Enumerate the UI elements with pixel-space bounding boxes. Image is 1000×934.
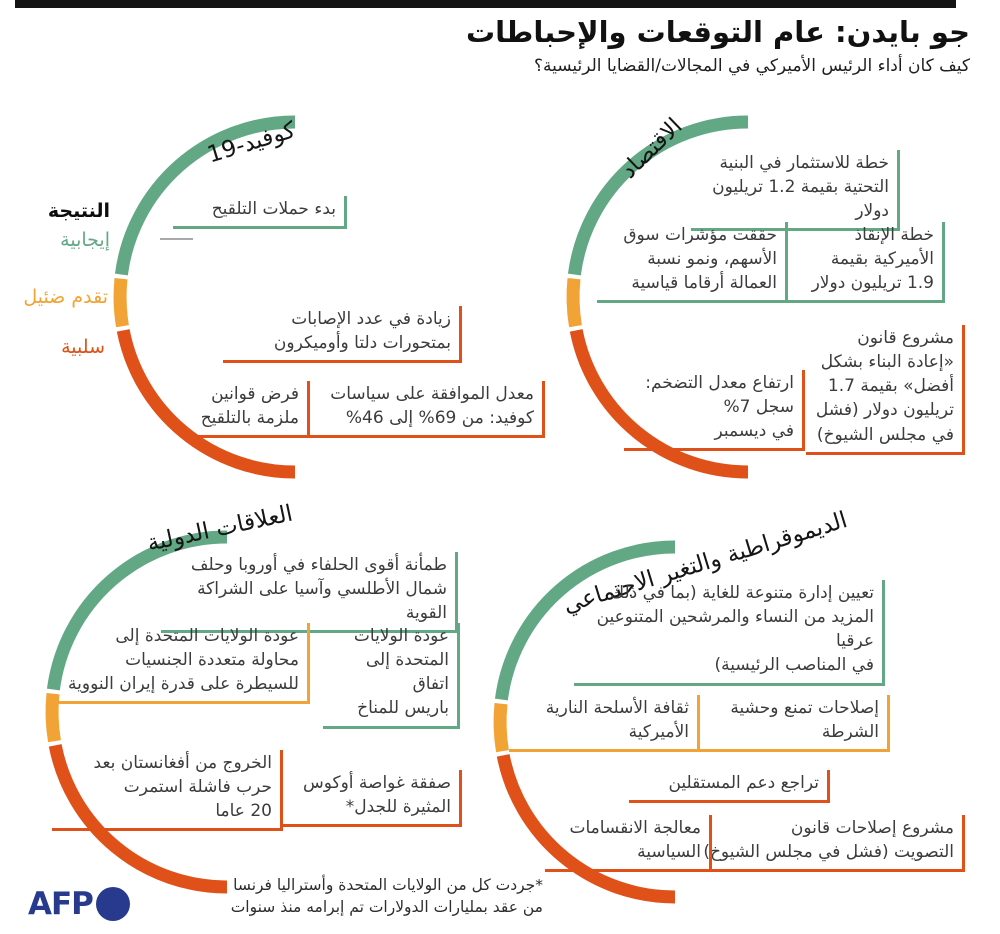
international-iran-box: عودة الولايات المتحدة إلى محاولة متعددة …	[49, 623, 310, 705]
legend-result-label: النتيجة	[47, 200, 110, 222]
democracy-police-box: إصلاحات تمنع وحشية الشرطة	[691, 695, 890, 753]
democracy-independents-box: تراجع دعم المستقلين	[629, 770, 830, 804]
covid-vaccination-box: بدء حملات التلقيح	[173, 196, 347, 230]
afp-logo-text: AFP	[28, 886, 94, 922]
covid-arc	[113, 115, 296, 479]
international-arc-negative-segment	[48, 744, 228, 894]
legend-positive-label: إيجابية	[60, 229, 110, 251]
international-allies-box: طمأنة أقوى الحلفاء في أوروبا وحلف شمال ا…	[161, 552, 458, 634]
legend-pointer-line	[160, 238, 193, 240]
footnote: *جردت كل من الولايات المتحدة وأستراليا ف…	[230, 876, 543, 917]
covid-approval-box: معدل الموافقة على سياسات كوفيد: من 69% إ…	[304, 381, 545, 439]
international-arc-slight-segment	[45, 693, 61, 743]
democracy-arc-slight-segment	[493, 703, 509, 753]
afp-logo-dot-icon	[95, 887, 130, 921]
covid-variants-box: زيادة في عدد الإصابات بمتحورات دلتا وأوم…	[223, 306, 462, 364]
democracy-voting-rights-box: مشروع إصلاحات قانون التصويت (فشل في مجلس…	[694, 815, 965, 873]
democracy-guns-box: ثقافة الأسلحة النارية الأميركية	[509, 695, 700, 753]
page-subtitle: كيف كان أداء الرئيس الأميركي في المجالات…	[533, 56, 970, 77]
economy-infrastructure-box: خطة للاستثمار في البنية التحتية بقيمة 1.…	[691, 150, 900, 232]
international-aukus-box: صفقة غواصة أوكوس المثيرة للجدل*	[281, 770, 462, 828]
international-afghanistan-box: الخروج من أفغانستان بعد حرب فاشلة استمرت…	[52, 750, 283, 832]
international-paris-box: عودة الولايات المتحدة إلى اتفاق باريس لل…	[323, 623, 460, 729]
democracy-arc	[493, 540, 676, 904]
economy-inflation-box: ارتفاع معدل التضخم: سجل 7% في ديسمبر	[624, 370, 805, 452]
democracy-arc-positive-segment	[494, 540, 676, 701]
page-title: جو بايدن: عام التوقعات والإحباطات	[466, 15, 970, 49]
economy-rescue-plan-box: خطة الإنقاذ الأميركية بقيمة 1.9 تريليون …	[788, 222, 945, 304]
covid-arc-negative-segment	[116, 329, 296, 479]
economy-arc-positive-segment	[567, 115, 749, 276]
democracy-divisions-box: معالجة الانقسامات السياسية	[545, 815, 712, 873]
international-arc-positive-segment	[46, 530, 228, 691]
economy-arc	[566, 115, 749, 479]
legend-negative-label: سلبية	[61, 336, 105, 358]
economy-markets-box: حققت مؤشرات سوق الأسهم، ونمو نسبة العمال…	[597, 222, 788, 304]
covid-arc-positive-segment	[114, 115, 296, 276]
covid-mandates-box: فرض قوانين ملزمة بالتلقيح	[191, 381, 310, 439]
democracy-diverse-admin-box: تعيين إدارة متنوعة للغاية (بما في ذلك ال…	[574, 580, 885, 686]
legend-slight-label: تقدم ضئيل	[23, 286, 108, 308]
header: جو بايدن: عام التوقعات والإحباطات كيف كا…	[466, 15, 970, 77]
economy-build-back-better-box: مشروع قانون «إعادة البناء بشكل أفضل» بقي…	[806, 325, 965, 455]
economy-arc-slight-segment	[566, 278, 582, 328]
top-rule	[15, 0, 956, 8]
international-arc	[45, 530, 228, 894]
democracy-arc-negative-segment	[496, 754, 676, 904]
covid-arc-slight-segment	[113, 278, 129, 328]
economy-arc-negative-segment	[569, 329, 749, 479]
afp-logo: AFP	[28, 886, 130, 922]
